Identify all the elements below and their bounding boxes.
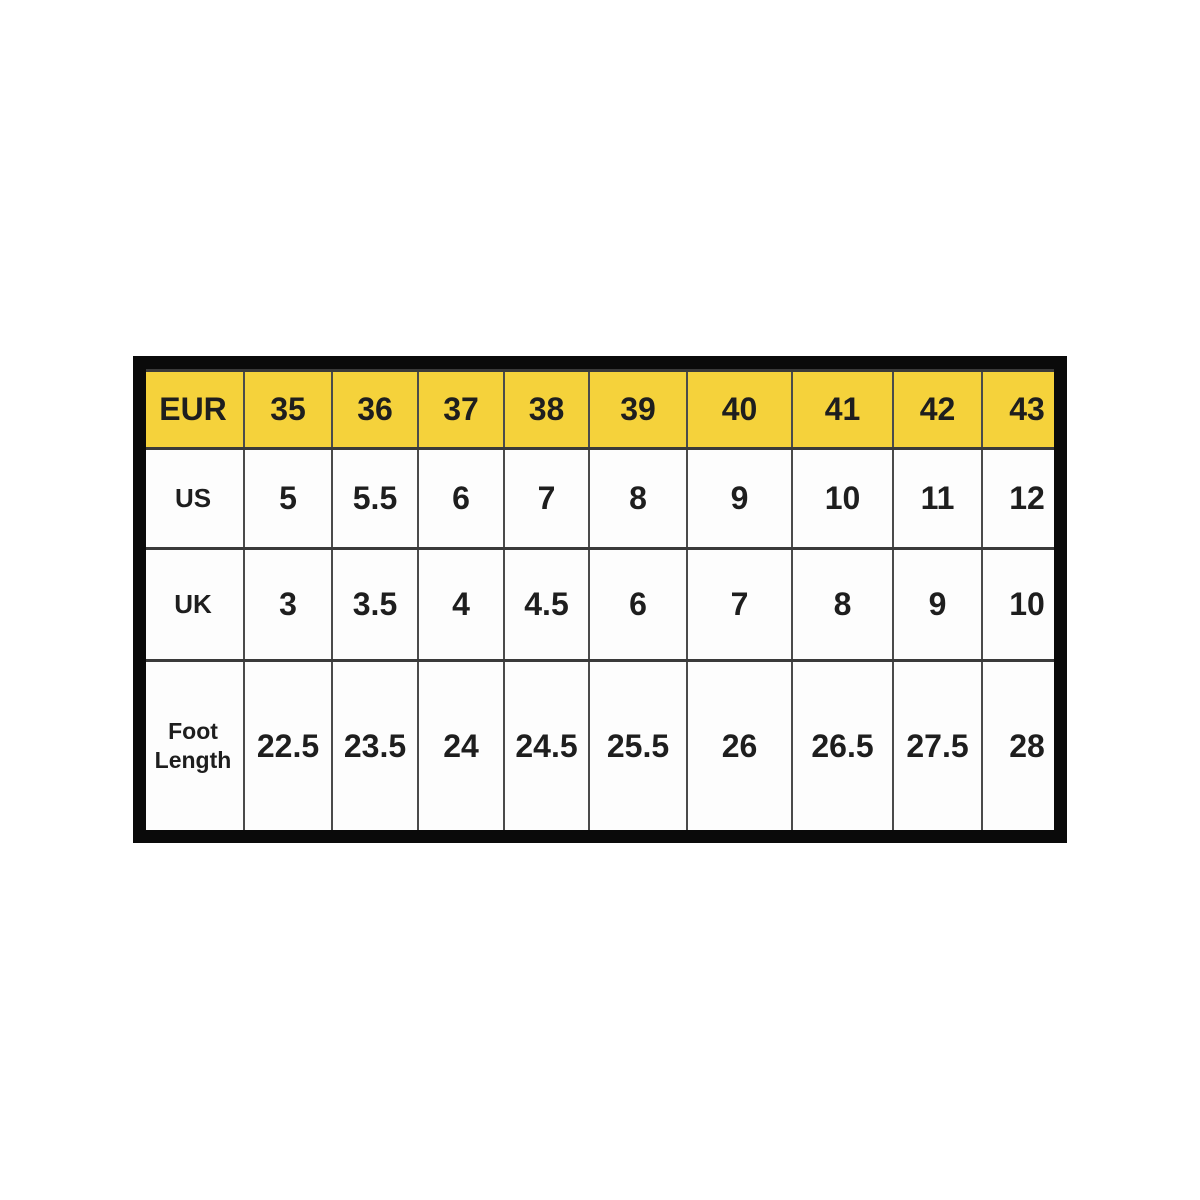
header-size-cell: 35 bbox=[243, 369, 333, 450]
header-row: EUR 35 36 37 38 39 40 41 42 43 bbox=[146, 369, 1054, 450]
value-cell: 4.5 bbox=[503, 547, 590, 662]
size-conversion-table: EUR 35 36 37 38 39 40 41 42 43 US 5 5.5 6 7 8 9 10 11 12 UK… bbox=[146, 369, 1054, 830]
value-cell: 24.5 bbox=[503, 659, 590, 830]
value-cell: 8 bbox=[791, 547, 894, 662]
value-cell: 10 bbox=[791, 447, 894, 550]
value-cell: 4 bbox=[417, 547, 505, 662]
header-size-cell: 38 bbox=[503, 369, 590, 450]
value-cell: 22.5 bbox=[243, 659, 333, 830]
size-chart-frame: EUR 35 36 37 38 39 40 41 42 43 US 5 5.5 6 7 8 9 10 11 12 UK… bbox=[133, 356, 1067, 843]
value-cell: 23.5 bbox=[331, 659, 419, 830]
header-label-cell: EUR bbox=[146, 369, 245, 450]
header-size-cell: 41 bbox=[791, 369, 894, 450]
table-row: Foot Length 22.5 23.5 24 24.5 25.5 26 26.5 27.5 2… bbox=[146, 659, 1054, 830]
value-cell: 11 bbox=[892, 447, 983, 550]
header-size-cell: 36 bbox=[331, 369, 419, 450]
header-size-cell: 37 bbox=[417, 369, 505, 450]
value-cell: 24 bbox=[417, 659, 505, 830]
value-cell: 7 bbox=[686, 547, 793, 662]
value-cell: 8 bbox=[588, 447, 688, 550]
header-size-cell: 42 bbox=[892, 369, 983, 450]
table-row: US 5 5.5 6 7 8 9 10 11 12 bbox=[146, 447, 1054, 550]
row-label-cell: Foot Length bbox=[146, 659, 245, 830]
value-cell: 5 bbox=[243, 447, 333, 550]
table-row: UK 3 3.5 4 4.5 6 7 8 9 10 bbox=[146, 547, 1054, 662]
value-cell: 3.5 bbox=[331, 547, 419, 662]
header-size-cell: 40 bbox=[686, 369, 793, 450]
value-cell: 10 bbox=[981, 547, 1054, 662]
value-cell: 28 bbox=[981, 659, 1054, 830]
value-cell: 9 bbox=[892, 547, 983, 662]
size-chart-clip: EUR 35 36 37 38 39 40 41 42 43 US 5 5.5 6 7 8 9 10 11 12 UK… bbox=[146, 369, 1054, 830]
value-cell: 12 bbox=[981, 447, 1054, 550]
value-cell: 7 bbox=[503, 447, 590, 550]
value-cell: 6 bbox=[417, 447, 505, 550]
value-cell: 26.5 bbox=[791, 659, 894, 830]
value-cell: 5.5 bbox=[331, 447, 419, 550]
row-label-cell: US bbox=[146, 447, 245, 550]
header-size-cell: 43 bbox=[981, 369, 1054, 450]
table-header: EUR 35 36 37 38 39 40 41 42 43 bbox=[146, 369, 1054, 450]
table-body: US 5 5.5 6 7 8 9 10 11 12 UK 3 3.5 4 4.5 6 7 8 9 10 Foot Len… bbox=[146, 447, 1054, 830]
value-cell: 3 bbox=[243, 547, 333, 662]
value-cell: 9 bbox=[686, 447, 793, 550]
row-label-cell: UK bbox=[146, 547, 245, 662]
value-cell: 27.5 bbox=[892, 659, 983, 830]
value-cell: 6 bbox=[588, 547, 688, 662]
header-size-cell: 39 bbox=[588, 369, 688, 450]
value-cell: 25.5 bbox=[588, 659, 688, 830]
value-cell: 26 bbox=[686, 659, 793, 830]
